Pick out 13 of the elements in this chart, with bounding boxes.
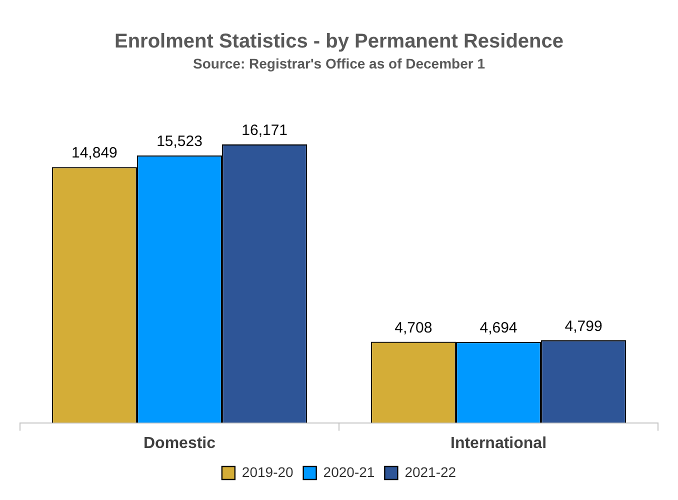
legend-label: 2021-22 [404,464,456,480]
x-tick-label: Domestic [143,434,216,452]
legend-label: 2020-21 [323,464,375,480]
data-label: 14,849 [71,144,118,162]
data-label: 15,523 [156,133,202,150]
legend-label: 2019-20 [242,464,294,480]
data-label: 4,708 [394,319,432,336]
data-label: 16,171 [242,122,288,139]
data-label: 4,694 [480,320,518,337]
chart-title: Enrolment Statistics - by Permanent Residence [114,30,564,53]
data-label: 4,799 [564,318,602,335]
chart-subtitle: Source: Registrar's Office as of December 1 [193,55,486,72]
x-tick-label: International [450,434,547,452]
